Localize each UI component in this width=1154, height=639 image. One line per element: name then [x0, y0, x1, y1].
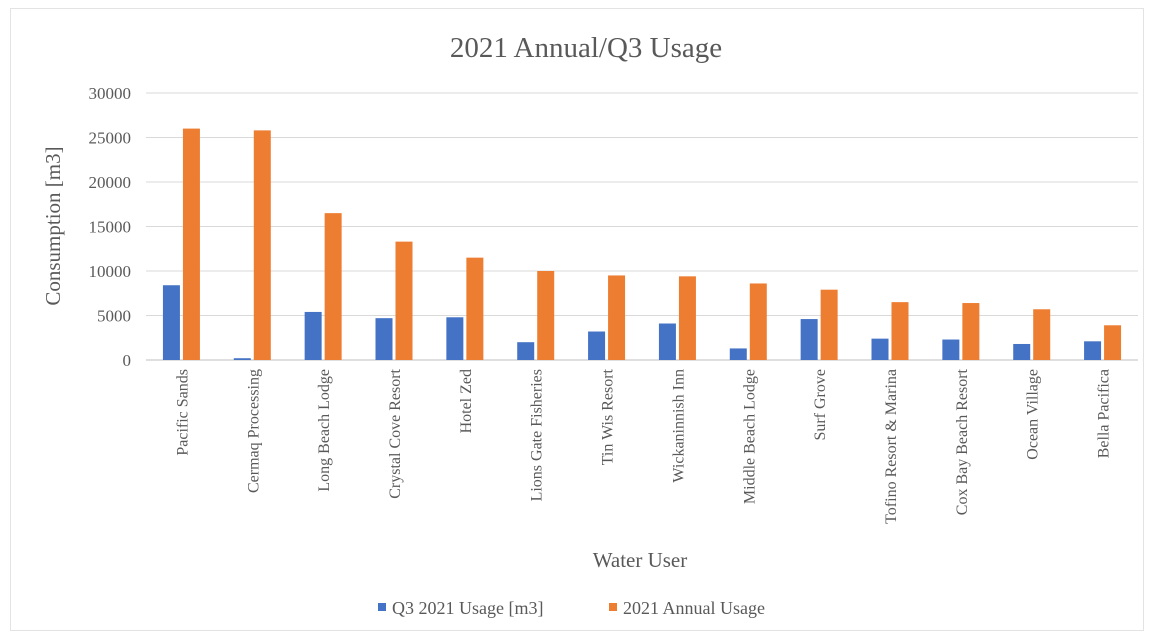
gridlines — [146, 92, 1138, 361]
y-tick-label: 10000 — [89, 262, 132, 281]
x-category-label: Long Beach Lodge — [316, 369, 333, 492]
y-tick-label: 20000 — [89, 173, 132, 192]
bar-annual-usage — [253, 130, 271, 360]
x-category-label: Tin Wis Resort — [600, 368, 617, 465]
bar-q3-usage — [1084, 341, 1102, 360]
y-tick-label: 30000 — [89, 84, 132, 103]
bar-q3-usage — [1013, 343, 1031, 360]
x-category-label: Surf Grove — [812, 369, 829, 441]
y-tick-label: 15000 — [89, 218, 132, 237]
bar-annual-usage — [466, 257, 484, 360]
bar-q3-usage — [871, 338, 889, 360]
x-category-label: Wickaninnish Inn — [670, 369, 687, 483]
bar-annual-usage — [749, 283, 767, 360]
chart-title: 2021 Annual/Q3 Usage — [450, 32, 722, 64]
bar-annual-usage — [678, 276, 696, 360]
bar-annual-usage — [324, 213, 342, 360]
bar-q3-usage — [304, 311, 322, 360]
bar-q3-usage — [942, 339, 960, 360]
bar-annual-usage — [537, 271, 555, 360]
bars — [162, 128, 1122, 360]
legend-swatch-q3 — [378, 603, 386, 611]
x-category-label: Hotel Zed — [458, 369, 475, 433]
y-tick-label: 25000 — [89, 129, 132, 148]
x-category-label: Tofino Resort & Marina — [883, 369, 900, 524]
bar-annual-usage — [820, 289, 838, 360]
bar-q3-usage — [729, 348, 747, 360]
y-tick-label: 5000 — [97, 307, 131, 326]
bar-q3-usage — [446, 317, 464, 360]
x-category-label: Middle Beach Lodge — [741, 369, 758, 504]
bar-annual-usage — [891, 302, 909, 360]
legend: Q3 2021 Usage [m3] 2021 Annual Usage — [378, 598, 765, 618]
legend-swatch-annual — [609, 603, 617, 611]
x-axis-title: Water User — [593, 548, 688, 572]
bar-q3-usage — [517, 342, 535, 360]
bar-q3-usage — [162, 285, 180, 360]
y-axis-ticks: 0 5000 10000 15000 20000 25000 30000 — [89, 84, 132, 370]
y-tick-label: 0 — [123, 351, 132, 370]
x-category-label: Pacific Sands — [174, 369, 191, 456]
x-category-label: Bella Pacifica — [1096, 369, 1113, 458]
y-axis-title: Consumption [m3] — [41, 146, 65, 305]
bar-annual-usage — [962, 303, 980, 360]
x-category-label: Ocean Village — [1025, 369, 1042, 460]
x-category-label: Crystal Cove Resort — [387, 368, 404, 498]
x-category-label: Cox Bay Beach Resort — [954, 368, 971, 515]
bar-annual-usage — [395, 241, 413, 360]
legend-label: 2021 Annual Usage — [623, 598, 765, 618]
x-category-label: Cermaq Processing — [245, 369, 262, 493]
bar-annual-usage — [1104, 325, 1122, 360]
bar-q3-usage — [658, 323, 676, 360]
bar-annual-usage — [608, 275, 626, 360]
bar-q3-usage — [233, 358, 251, 360]
bar-q3-usage — [588, 331, 606, 360]
bar-annual-usage — [1033, 309, 1051, 360]
legend-label: Q3 2021 Usage [m3] — [392, 598, 543, 618]
bar-q3-usage — [800, 319, 818, 360]
bar-annual-usage — [182, 128, 200, 360]
bar-q3-usage — [375, 318, 393, 360]
x-axis-categories: Pacific Sands Cermaq Processing Long Beach… — [174, 368, 1112, 523]
x-category-label: Lions Gate Fisheries — [529, 369, 546, 501]
